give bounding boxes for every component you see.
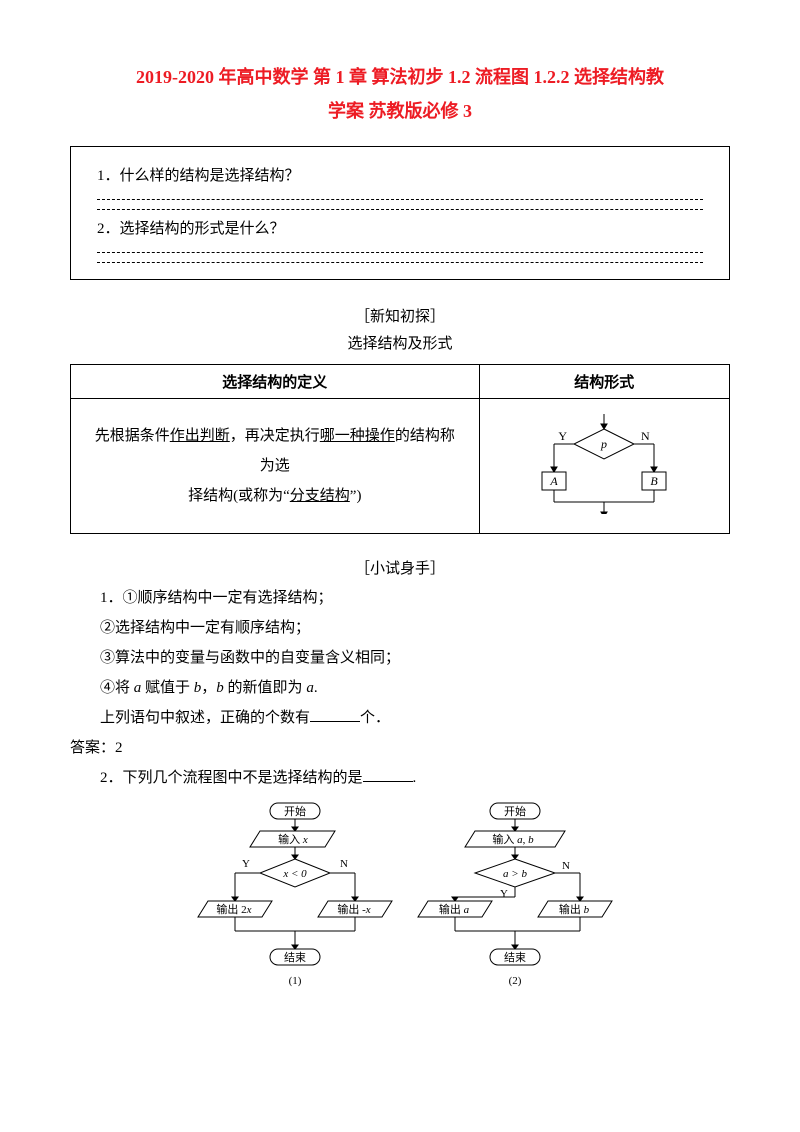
text: 个． — [360, 710, 390, 726]
statement-2: ②选择结构中一定有顺序结构； — [70, 613, 730, 643]
f2-end: 结束 — [504, 951, 526, 964]
section-subtitle: 选择结构及形式 — [70, 331, 730, 358]
f1-y: Y — [242, 858, 250, 870]
text: 2．下列几个流程图中不是选择结构的是 — [100, 770, 363, 786]
statement-1: 1．①顺序结构中一定有选择结构； — [70, 583, 730, 613]
section-tryout: ［小试身手］ — [70, 556, 730, 583]
question-1: 1．什么样的结构是选择结构？ — [97, 163, 703, 190]
statement-3: ③算法中的变量与函数中的自变量含义相同； — [70, 643, 730, 673]
title-line-1: 2019-2020 年高中数学 第 1 章 算法初步 1.2 流程图 1.2.2… — [70, 60, 730, 94]
text: 的新值即为 — [224, 680, 307, 696]
tryout-body: 1．①顺序结构中一定有选择结构； ②选择结构中一定有顺序结构； ③算法中的变量与… — [70, 583, 730, 793]
def-underline: 分支结构 — [290, 488, 350, 504]
text: ④将 — [100, 680, 134, 696]
text: . — [314, 680, 318, 696]
f1-input: 输入 x — [278, 832, 308, 846]
answer-line — [97, 261, 703, 263]
text: . — [413, 770, 417, 786]
definition-table: 选择结构的定义 结构形式 先根据条件作出判断，再决定执行哪一种操作的结构称为选 … — [70, 364, 730, 534]
def-header-right: 结构形式 — [479, 365, 729, 399]
def-text: ”) — [350, 488, 362, 504]
f1-start: 开始 — [284, 804, 306, 818]
page-title: 2019-2020 年高中数学 第 1 章 算法初步 1.2 流程图 1.2.2… — [70, 60, 730, 128]
diagram-a: A — [550, 474, 559, 488]
diagram-p: p — [600, 437, 607, 451]
f2-start: 开始 — [504, 804, 526, 818]
blank — [363, 766, 413, 782]
text: 上列语句中叙述，正确的个数有 — [100, 710, 310, 726]
f1-end: 结束 — [284, 951, 306, 964]
def-underline: 哪一种操作 — [320, 428, 395, 444]
flowcharts-svg: 开始 输入 x x < 0 Y N 输出 2x 输出 -x 结束 (1) — [180, 799, 620, 1009]
title-line-2: 学案 苏教版必修 3 — [70, 94, 730, 128]
def-text: ，再决定执行 — [230, 428, 320, 444]
text: 赋值于 — [141, 680, 194, 696]
blank — [310, 706, 360, 722]
flowcharts-row: 开始 输入 x x < 0 Y N 输出 2x 输出 -x 结束 (1) — [70, 799, 730, 1014]
var-b: b — [216, 680, 224, 696]
question-2-line: 2．下列几个流程图中不是选择结构的是. — [70, 763, 730, 793]
var-a: a — [306, 680, 314, 696]
f1-outL: 输出 2x — [216, 902, 251, 916]
f2-outL: 输出 a — [439, 902, 470, 916]
f2-y: Y — [500, 888, 508, 900]
answer-label: 答案： — [70, 740, 115, 756]
text: ， — [201, 680, 216, 696]
def-text: 先根据条件 — [95, 428, 170, 444]
answer-line — [97, 208, 703, 210]
f1-outR: 输出 -x — [337, 902, 370, 916]
diagram-n: N — [641, 429, 650, 443]
answer-line — [97, 251, 703, 253]
def-underline: 作出判断 — [170, 428, 230, 444]
def-text: 择结构(或称为“ — [188, 488, 290, 504]
answer-line — [97, 198, 703, 200]
answer-value: 2 — [115, 740, 123, 756]
f1-label: (1) — [289, 975, 302, 987]
f2-input: 输入 a, b — [492, 832, 534, 846]
f1-cond: x < 0 — [282, 868, 307, 880]
f2-label: (2) — [509, 975, 522, 987]
statement-5: 上列语句中叙述，正确的个数有 个． — [70, 703, 730, 733]
f1-n: N — [340, 858, 348, 870]
answer-line: 答案：2 — [70, 733, 730, 763]
question-2: 2．选择结构的形式是什么？ — [97, 216, 703, 243]
structure-diagram: p Y N A B — [534, 414, 674, 514]
question-box: 1．什么样的结构是选择结构？ 2．选择结构的形式是什么？ — [70, 146, 730, 280]
section-newknow: ［新知初探］ — [70, 304, 730, 331]
f2-cond: a > b — [503, 868, 527, 880]
diagram-b: B — [651, 474, 659, 488]
structure-diagram-cell: p Y N A B — [479, 399, 729, 534]
statement-4: ④将 a 赋值于 b，b 的新值即为 a. — [70, 673, 730, 703]
f2-outR: 输出 b — [559, 902, 590, 916]
diagram-y: Y — [559, 429, 568, 443]
definition-cell: 先根据条件作出判断，再决定执行哪一种操作的结构称为选 择结构(或称为“分支结构”… — [71, 399, 480, 534]
f2-n: N — [562, 860, 570, 872]
def-header-left: 选择结构的定义 — [71, 365, 480, 399]
